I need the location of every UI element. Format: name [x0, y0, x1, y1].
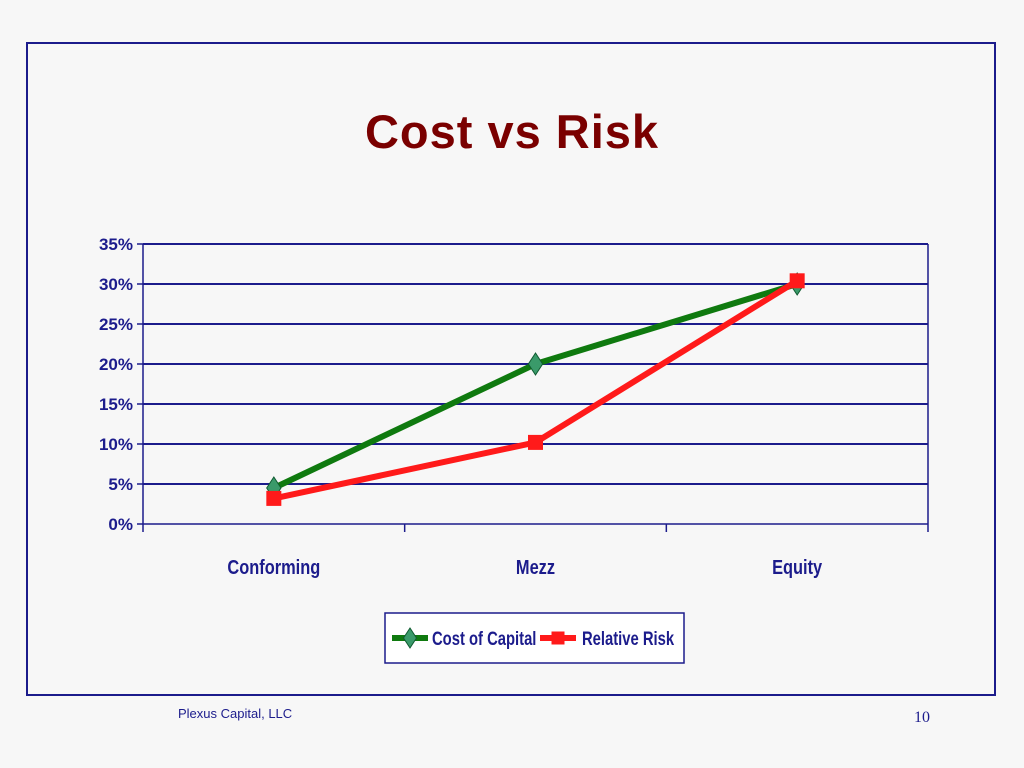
legend: Cost of Capital Relative Risk	[384, 612, 685, 664]
y-tick-label: 15%	[99, 395, 133, 414]
cost-of-capital-line	[272, 281, 799, 491]
x-tick-label: Equity	[772, 555, 823, 578]
axis-labels: 0% 5% 10% 15% 20% 25% 30% 35% Conforming Mezz Equi…	[99, 235, 823, 578]
legend-label-relative-risk: Relative Risk	[582, 628, 675, 649]
y-tick-label: 30%	[99, 275, 133, 294]
legend-label-cost-of-capital: Cost of Capital	[432, 628, 536, 649]
cost-of-capital-point	[527, 352, 544, 376]
legend-marker	[402, 627, 418, 649]
chart-title: Cost vs Risk	[364, 105, 660, 158]
relative-risk-point	[789, 273, 805, 289]
y-tick-label: 35%	[99, 235, 133, 254]
x-tick-label: Mezz	[516, 555, 555, 578]
y-tick-label: 25%	[99, 315, 133, 334]
relative-risk-point	[266, 490, 282, 506]
relative-risk-line	[273, 278, 799, 502]
y-tick-label: 0%	[108, 515, 133, 534]
axes	[137, 243, 929, 532]
series-lines	[266, 272, 805, 506]
y-tick-label: 20%	[99, 355, 133, 374]
page-number: 10	[914, 709, 930, 726]
y-tick-label: 10%	[99, 435, 133, 454]
legend-box	[384, 612, 685, 664]
y-tick-label: 5%	[108, 475, 133, 494]
x-tick-label: Conforming	[227, 555, 320, 578]
footer-company: Plexus Capital, LLC	[178, 706, 293, 721]
slide-frame	[26, 42, 996, 696]
relative-risk-point	[528, 434, 543, 450]
legend-marker	[551, 631, 565, 645]
